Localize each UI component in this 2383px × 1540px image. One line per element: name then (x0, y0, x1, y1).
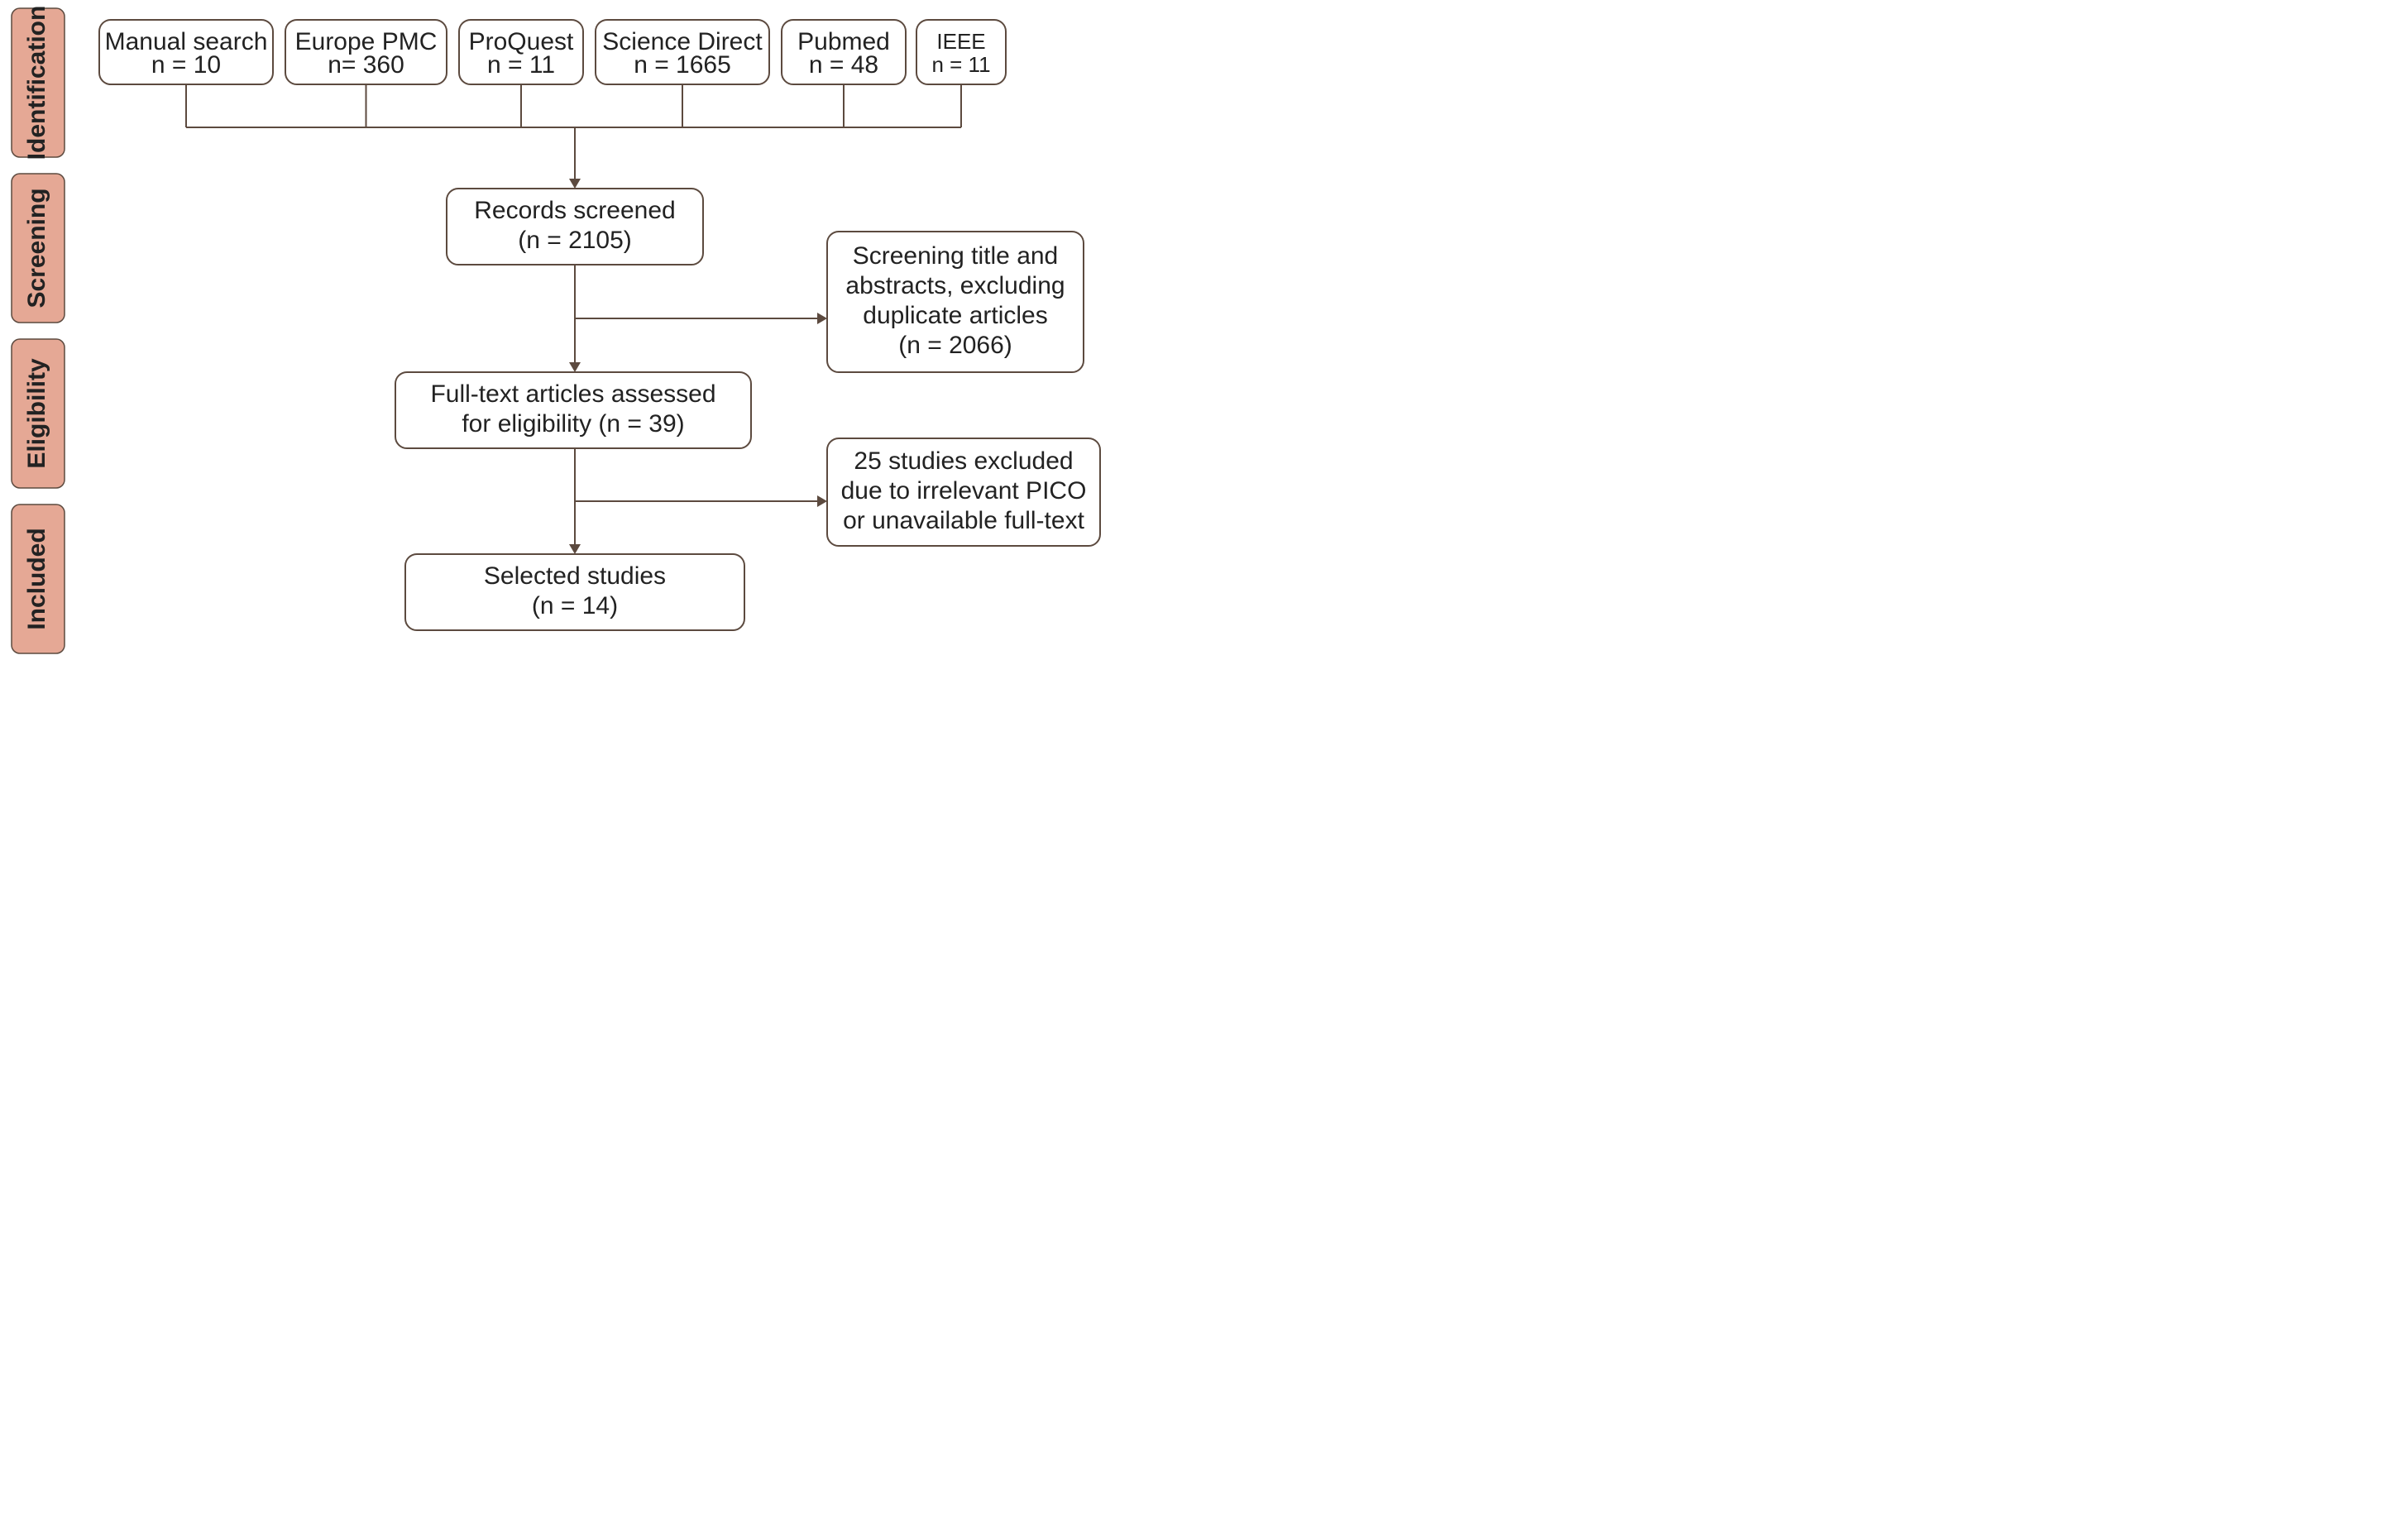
svg-text:Screening title and: Screening title and (853, 242, 1059, 270)
svg-text:(n = 2105): (n = 2105) (518, 227, 632, 254)
svg-text:due to irrelevant PICO: due to irrelevant PICO (841, 477, 1087, 505)
svg-text:n = 10: n = 10 (151, 51, 221, 79)
stage-label-identification: Identification (23, 6, 50, 160)
stage-label-screening: Screening (23, 188, 50, 308)
svg-text:(n = 2066): (n = 2066) (898, 332, 1012, 359)
svg-text:(n = 14): (n = 14) (532, 592, 618, 619)
svg-text:n= 360: n= 360 (328, 51, 404, 79)
svg-text:Selected studies: Selected studies (484, 562, 666, 590)
svg-text:Records screened: Records screened (474, 197, 675, 224)
svg-text:n = 1665: n = 1665 (634, 51, 731, 79)
svg-text:for eligibility (n = 39): for eligibility (n = 39) (462, 410, 684, 438)
stage-label-included: Included (23, 528, 50, 629)
svg-text:n = 11: n = 11 (487, 51, 555, 79)
svg-text:abstracts, excluding: abstracts, excluding (845, 272, 1065, 299)
svg-text:n = 48: n = 48 (809, 51, 878, 79)
svg-text:or unavailable full-text: or unavailable full-text (843, 507, 1084, 534)
svg-text:duplicate articles: duplicate articles (863, 302, 1047, 329)
svg-text:n = 11: n = 11 (931, 52, 990, 77)
svg-text:IEEE: IEEE (936, 29, 985, 54)
svg-text:Full-text articles assessed: Full-text articles assessed (430, 380, 715, 408)
svg-text:25 studies excluded: 25 studies excluded (854, 447, 1073, 475)
stage-label-eligibility: Eligibility (23, 358, 50, 469)
